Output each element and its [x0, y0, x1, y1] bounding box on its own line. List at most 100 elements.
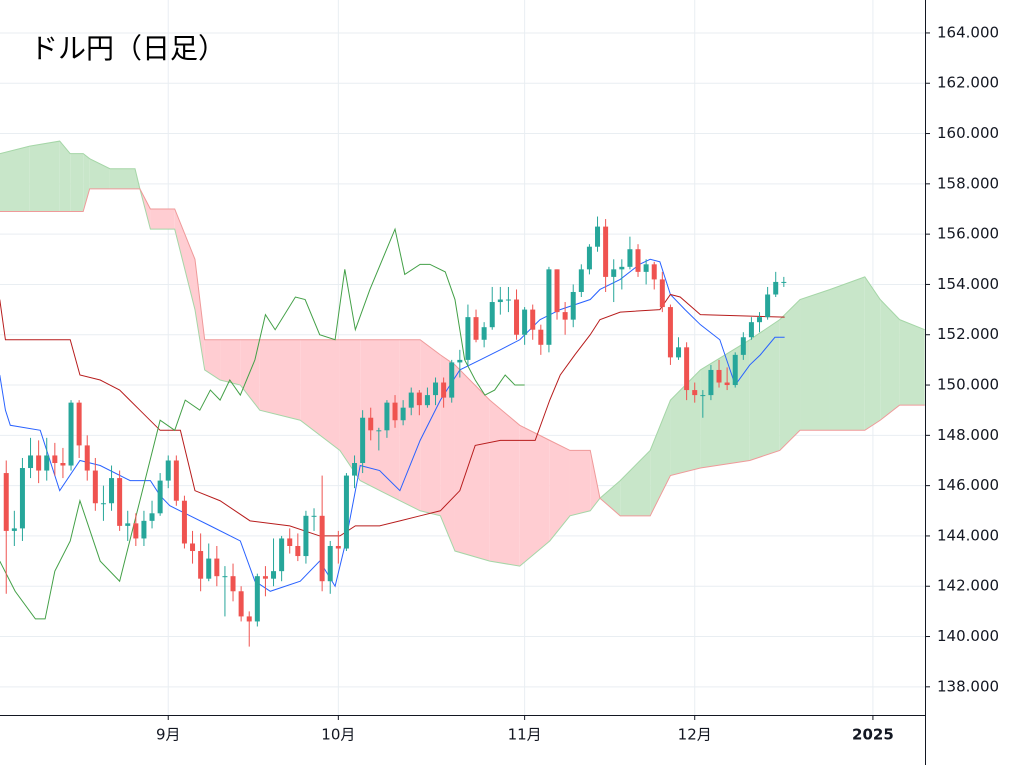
span-a-line: [0, 140, 925, 567]
candle-body: [619, 266, 625, 270]
x-tick-label: 9月: [156, 726, 181, 744]
cloud-segment: [489, 400, 520, 567]
candle-body: [230, 576, 236, 592]
candle-body: [554, 269, 560, 313]
candle-body: [692, 390, 698, 396]
y-tick-label: 164.000: [937, 23, 999, 41]
cloud-segment: [700, 339, 750, 469]
candle-body: [570, 291, 576, 320]
candle-body: [262, 576, 268, 579]
candle-body: [578, 269, 584, 292]
candle-body: [360, 417, 366, 464]
cloud-segment: [259, 339, 301, 421]
candle-body: [279, 538, 285, 572]
candle-body: [92, 470, 98, 504]
candle-body: [384, 402, 390, 431]
candle-body: [319, 515, 325, 582]
cloud-segment: [150, 208, 175, 230]
candle-body: [60, 463, 66, 466]
x-tick-label: 2025: [852, 726, 894, 744]
candle-body: [392, 402, 398, 421]
candle-body: [611, 269, 617, 277]
cloud-segment: [0, 146, 30, 212]
cloud-segment: [569, 450, 591, 516]
candle-body: [724, 382, 730, 386]
cloud-segment: [360, 339, 400, 501]
candle-body: [627, 249, 633, 267]
candle-body: [635, 249, 641, 272]
candle-body: [295, 545, 301, 557]
y-tick-label: 150.000: [937, 376, 999, 394]
candle-body: [133, 523, 139, 539]
candle-body: [28, 455, 34, 469]
y-tick-label: 154.000: [937, 275, 999, 293]
candle-body: [376, 430, 382, 432]
candle-body: [765, 294, 771, 318]
candle-body: [481, 327, 487, 340]
candle-body: [716, 369, 722, 383]
indicator-line: [0, 227, 525, 620]
candle-body: [44, 455, 50, 471]
cloud-segment: [800, 289, 830, 431]
candle-body: [19, 468, 25, 529]
candle-body: [11, 528, 17, 531]
candle-body: [141, 520, 147, 539]
candle-body: [603, 226, 609, 277]
y-tick-label: 148.000: [937, 426, 999, 444]
cloud-segment: [779, 299, 801, 451]
candle-body: [700, 395, 706, 397]
candle-body: [732, 354, 738, 386]
cloud-segment: [59, 141, 71, 212]
cloud-segment: [174, 208, 195, 310]
candle-body: [457, 359, 463, 363]
candle-body: [149, 513, 155, 521]
candle-body: [667, 307, 673, 358]
candle-body: [676, 347, 682, 358]
y-tick-label: 144.000: [937, 526, 999, 544]
cloud-segment: [670, 369, 701, 476]
axes: 138.000 140.000 142.000 144.000 146.000 148.0…: [156, 23, 999, 743]
span-b-line: [0, 188, 925, 517]
cloud-segment: [454, 364, 490, 562]
candle-body: [514, 299, 520, 335]
candle-body: [271, 571, 277, 579]
candle-body: [651, 264, 657, 280]
candle-body: [530, 309, 536, 330]
candle-body: [52, 455, 58, 464]
candle-body: [424, 395, 430, 406]
candle-body: [465, 317, 471, 360]
candle-body: [740, 337, 746, 355]
y-tick-label: 138.000: [937, 677, 999, 695]
candle-body: [335, 545, 341, 549]
candle-body: [343, 475, 349, 549]
cloud-segment: [829, 276, 865, 431]
cloud-segment: [240, 339, 260, 411]
candle-body: [100, 503, 106, 505]
cloud-segment: [590, 450, 600, 511]
cloud-segment: [29, 141, 60, 212]
candle-body: [254, 576, 260, 622]
y-tick-label: 146.000: [937, 476, 999, 494]
y-tick-label: 152.000: [937, 325, 999, 343]
candle-body: [36, 455, 42, 471]
candle-body: [497, 299, 503, 303]
candle-body: [748, 322, 754, 338]
candle-body: [222, 576, 228, 578]
candle-body: [773, 281, 779, 295]
candle-body: [781, 281, 787, 283]
candle-body: [522, 309, 528, 335]
candle-body: [68, 402, 74, 466]
candle-body: [416, 392, 422, 406]
candle-body: [311, 515, 317, 517]
candle-body: [246, 616, 252, 622]
candle-body: [586, 246, 592, 270]
cloud-segment: [89, 158, 110, 189]
cloud-segment: [880, 299, 900, 421]
candle-body: [643, 264, 649, 272]
candle-body: [473, 317, 479, 340]
candle-body: [327, 545, 333, 582]
cloud-segment: [220, 339, 241, 386]
cloud-segment: [339, 339, 361, 481]
candle-body: [3, 473, 9, 531]
